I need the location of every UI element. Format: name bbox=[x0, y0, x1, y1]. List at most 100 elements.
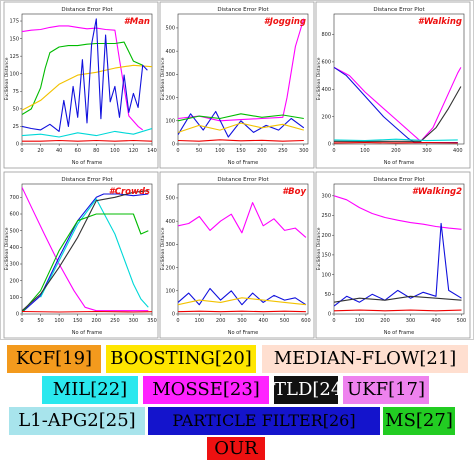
plot-area bbox=[333, 13, 465, 145]
y-axis-label: Euclidean Distance bbox=[160, 57, 166, 100]
y-tick-label: 300 bbox=[321, 194, 331, 200]
y-tick-label: 400 bbox=[165, 219, 175, 225]
series-group bbox=[334, 195, 462, 312]
legend-item-1: KCF[19] bbox=[7, 345, 101, 373]
chart-panel-5: Distance Error Plot 0 100 200 300 400 500 600 0 1… bbox=[159, 171, 315, 339]
series-line-2 bbox=[22, 41, 143, 115]
series-line-4 bbox=[178, 122, 304, 133]
series-line-4 bbox=[178, 310, 306, 313]
chart-panel-3: Distance Error Plot 0 100 200 300 400 0 200 400 6… bbox=[315, 1, 471, 169]
x-tick-label: 500 bbox=[457, 318, 467, 324]
x-tick-label: 200 bbox=[92, 318, 102, 324]
y-axis-label: Euclidean Distance bbox=[4, 227, 10, 270]
x-tick-label: 300 bbox=[422, 148, 432, 154]
series-line-3 bbox=[178, 297, 306, 306]
series-line-2 bbox=[334, 222, 462, 307]
series-group bbox=[22, 18, 152, 142]
x-tick-label: 0 bbox=[20, 318, 23, 324]
series-group bbox=[178, 202, 307, 313]
y-axis-label: Euclidean Distance bbox=[316, 227, 322, 270]
y-tick-label: 0 bbox=[172, 142, 175, 148]
x-tick-label: 50 bbox=[196, 148, 202, 154]
x-tick-label: 600 bbox=[301, 318, 311, 324]
chart-panel-4: Distance Error Plot 0 50 100 150 200 250 300 350… bbox=[3, 171, 159, 339]
x-axis-label: No of Frame bbox=[384, 160, 414, 166]
chart-annotation: #Walking bbox=[418, 17, 462, 27]
y-tick-label: 0 bbox=[328, 312, 331, 318]
chart-title: Distance Error Plot bbox=[217, 177, 269, 183]
y-tick-label: 600 bbox=[321, 60, 331, 66]
legend-item-2: BOOSTING[20] bbox=[106, 345, 256, 373]
series-line-1 bbox=[22, 187, 149, 312]
x-tick-label: 400 bbox=[431, 318, 441, 324]
series-line-4 bbox=[334, 309, 462, 312]
y-tick-label: 500 bbox=[165, 26, 175, 32]
x-axis-label: No of Frame bbox=[228, 160, 258, 166]
plot-area bbox=[177, 183, 309, 315]
y-tick-label: 175 bbox=[9, 19, 19, 25]
legend-item-8: L1-APG2[25] bbox=[9, 407, 145, 435]
x-tick-label: 20 bbox=[37, 148, 43, 154]
legend-item-5: MOSSE[23] bbox=[143, 376, 269, 404]
x-tick-label: 150 bbox=[73, 318, 83, 324]
y-tick-label: 800 bbox=[321, 32, 331, 38]
series-line-5 bbox=[22, 190, 149, 312]
series-line-3 bbox=[178, 113, 304, 122]
legend-item-7: UKF[17] bbox=[343, 376, 429, 404]
y-tick-label: 300 bbox=[165, 72, 175, 78]
legend-item-6: TLD[24] bbox=[274, 376, 338, 404]
x-tick-label: 300 bbox=[299, 148, 309, 154]
chart-panel-1: Distance Error Plot 0 20 40 60 80 100 120 140 0 25… bbox=[3, 1, 159, 169]
x-axis-label: No of Frame bbox=[72, 330, 102, 336]
x-tick-label: 0 bbox=[332, 318, 335, 324]
y-tick-label: 200 bbox=[9, 278, 19, 284]
y-tick-label: 400 bbox=[9, 245, 19, 251]
y-tick-label: 200 bbox=[165, 95, 175, 101]
y-axis-label: Euclidean Distance bbox=[160, 227, 166, 270]
x-tick-label: 0 bbox=[20, 148, 23, 154]
series-line-2 bbox=[178, 287, 307, 306]
x-tick-label: 100 bbox=[355, 318, 365, 324]
series-group bbox=[22, 187, 152, 313]
legend-item-10: MS[27] bbox=[383, 407, 455, 435]
x-tick-label: 200 bbox=[216, 318, 226, 324]
y-tick-label: 150 bbox=[321, 253, 331, 259]
y-tick-label: 500 bbox=[165, 196, 175, 202]
y-tick-label: 600 bbox=[9, 212, 19, 218]
series-line-1 bbox=[22, 25, 144, 131]
x-tick-label: 140 bbox=[147, 148, 157, 154]
x-tick-label: 100 bbox=[110, 148, 120, 154]
plot-area bbox=[21, 13, 153, 145]
y-tick-label: 100 bbox=[321, 272, 331, 278]
x-tick-label: 300 bbox=[406, 318, 416, 324]
x-tick-label: 0 bbox=[176, 318, 179, 324]
series-group bbox=[334, 66, 462, 144]
legend-item-4: MIL[22] bbox=[42, 376, 138, 404]
y-axis-label: Euclidean Distance bbox=[316, 57, 322, 100]
x-tick-label: 40 bbox=[56, 148, 62, 154]
y-tick-label: 100 bbox=[9, 295, 19, 301]
chart-title: Distance Error Plot bbox=[373, 7, 425, 13]
series-line-2 bbox=[22, 193, 149, 313]
legend-item-11: OUR bbox=[207, 437, 265, 460]
y-tick-label: 300 bbox=[165, 242, 175, 248]
chart-annotation: #Walking2 bbox=[412, 187, 462, 197]
y-tick-label: 250 bbox=[321, 213, 331, 219]
y-tick-label: 0 bbox=[172, 312, 175, 318]
series-line-6 bbox=[22, 139, 152, 142]
y-tick-label: 200 bbox=[165, 265, 175, 271]
series-line-3 bbox=[40, 198, 149, 308]
y-tick-label: 50 bbox=[13, 107, 19, 113]
y-tick-label: 400 bbox=[165, 49, 175, 55]
series-line-4 bbox=[22, 213, 149, 313]
y-tick-label: 25 bbox=[13, 124, 19, 130]
y-tick-label: 400 bbox=[321, 87, 331, 93]
y-tick-label: 300 bbox=[9, 262, 19, 268]
y-tick-label: 0 bbox=[328, 142, 331, 148]
x-tick-label: 120 bbox=[129, 148, 139, 154]
x-tick-label: 200 bbox=[380, 318, 390, 324]
x-tick-label: 300 bbox=[129, 318, 139, 324]
x-axis-label: No of Frame bbox=[228, 330, 258, 336]
series-line-1 bbox=[334, 195, 462, 230]
chart-annotation: #Man bbox=[124, 17, 150, 27]
